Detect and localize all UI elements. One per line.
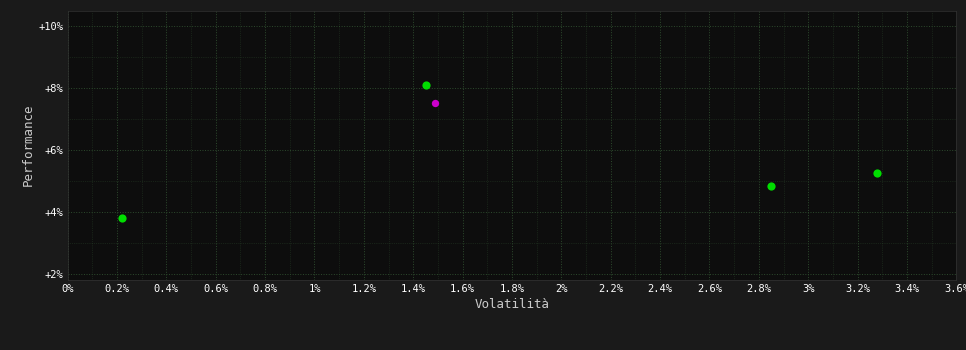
Point bbox=[418, 82, 434, 88]
X-axis label: Volatilità: Volatilità bbox=[474, 298, 550, 312]
Y-axis label: Performance: Performance bbox=[21, 104, 34, 187]
Point bbox=[114, 215, 129, 221]
Point bbox=[428, 101, 443, 106]
Point bbox=[763, 183, 779, 188]
Point bbox=[869, 170, 885, 176]
